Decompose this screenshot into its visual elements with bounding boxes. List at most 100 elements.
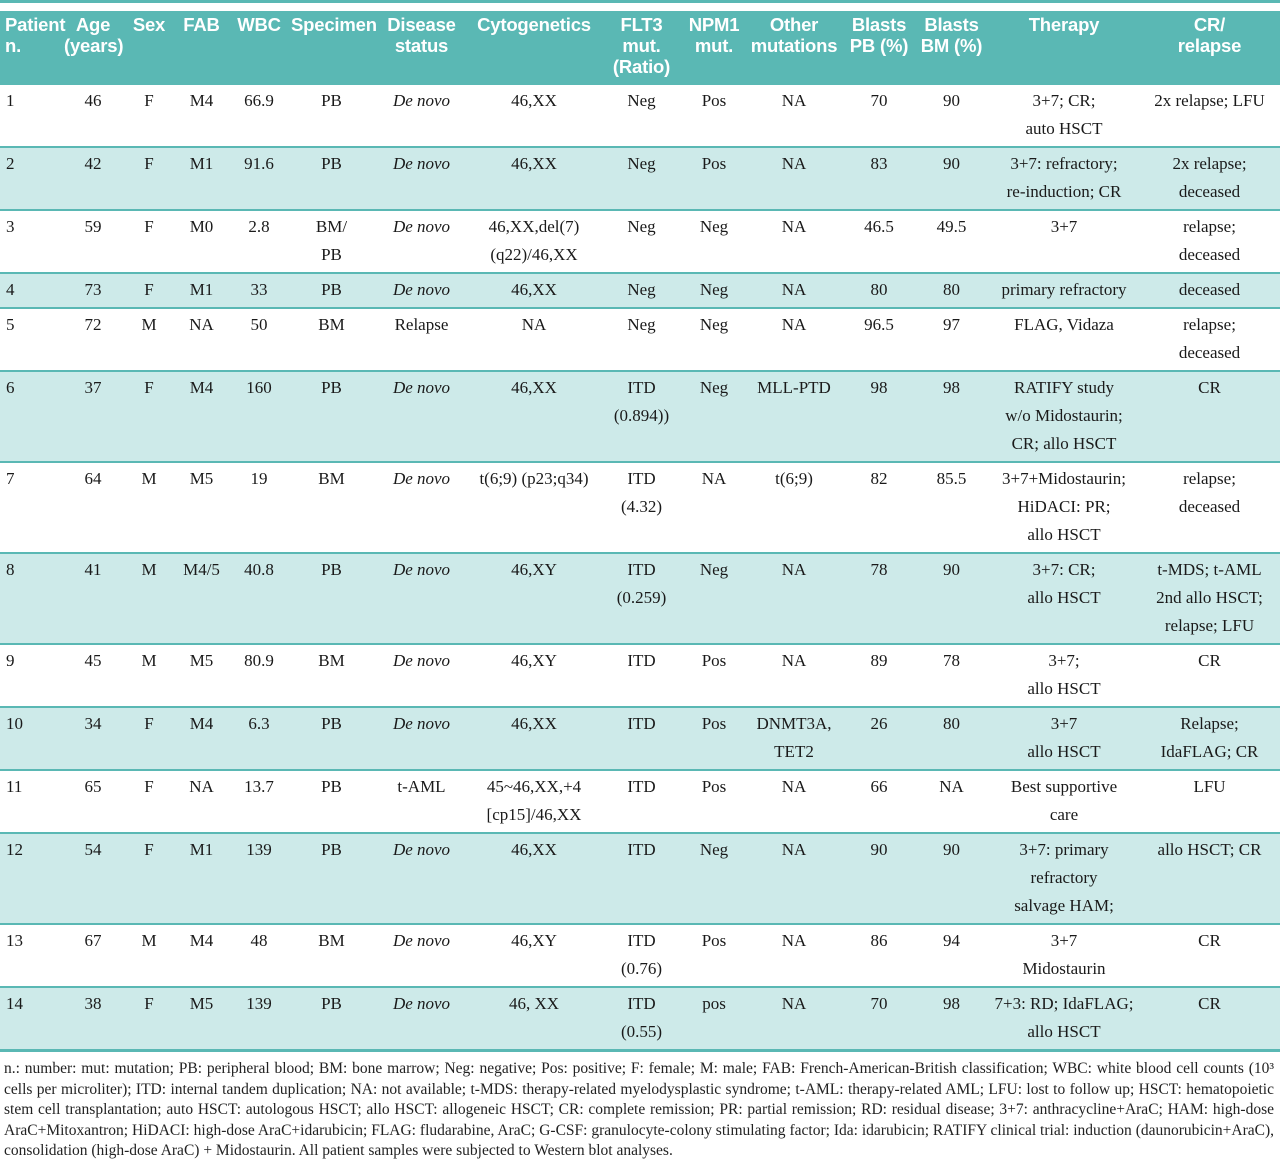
table-cell: 13.7: [244, 777, 274, 796]
table-cell: 90: [870, 840, 888, 859]
table-cell: 26: [870, 714, 888, 733]
table-cell: ITD (4.32): [620, 469, 663, 516]
table-cell: De novo: [392, 994, 451, 1013]
table-cell: M5: [189, 469, 214, 488]
table-cell: Neg: [627, 91, 656, 110]
table-cell: 160: [246, 378, 272, 397]
table-cell: 13: [6, 931, 23, 950]
table-cell: Best supportive care: [1010, 777, 1118, 824]
table-cell: relapse; deceased: [1178, 469, 1241, 516]
table-cell: 67: [84, 931, 102, 950]
table-cell: 70: [870, 994, 888, 1013]
table-cell: ITD (0.76): [620, 931, 663, 978]
table-row: 7 64 M M5 19 BM De novo t(6;9) (p23;q34) ITD (4.…: [0, 462, 1280, 553]
table-cell: 3+7: CR; allo HSCT: [1027, 560, 1101, 607]
table-cell: 139: [246, 994, 272, 1013]
table-cell: NA: [189, 777, 214, 796]
table-cell: 45~46,XX,+4 [cp15]/46,XX: [486, 777, 582, 824]
table-cell: t(6;9): [775, 469, 813, 488]
table-cell: NA: [781, 560, 807, 579]
table-cell: 80: [870, 280, 888, 299]
column-header: FLT3 mut. (Ratio): [599, 11, 684, 84]
table-cell: CR: [1198, 378, 1221, 397]
column-header: FAB: [174, 11, 229, 84]
table-cell: 46,XX: [511, 280, 557, 299]
table-cell: 54: [84, 840, 102, 859]
table-cell: De novo: [392, 651, 451, 670]
table-cell: Neg: [627, 280, 656, 299]
table-cell: ITD (0.259): [616, 560, 667, 607]
table-cell: Pos: [701, 931, 727, 950]
table-cell: 4: [6, 280, 15, 299]
table-cell: ITD (0.894)): [613, 378, 670, 425]
table-cell: 10: [6, 714, 23, 733]
table-cell: PB: [321, 560, 342, 579]
table-cell: NA: [781, 994, 807, 1013]
table-cell: F: [144, 840, 154, 859]
table-row: 11 65 F NA 13.7 PB t-AML 45~46,XX,+4 [cp15]/46,…: [0, 770, 1280, 833]
table-cell: 42: [84, 154, 102, 173]
table-cell: ITD: [627, 714, 656, 733]
table-cell: De novo: [392, 560, 451, 579]
table-cell: NA: [781, 840, 807, 859]
table-cell: M: [141, 469, 157, 488]
table-cell: 37: [84, 378, 102, 397]
table-cell: 94: [943, 931, 960, 950]
table-cell: Relapse: [394, 315, 449, 334]
table-cell: M4: [189, 378, 214, 397]
table-cell: De novo: [392, 931, 451, 950]
table-cell: t-MDS; t-AML 2nd allo HSCT; relapse; LFU: [1156, 560, 1263, 635]
table-cell: M1: [189, 154, 214, 173]
table-cell: 6.3: [248, 714, 270, 733]
table-row: 2 42 F M1 91.6 PB De novo 46,XX Neg Pos NA 83 90 3+7:…: [0, 147, 1280, 210]
table-cell: De novo: [392, 217, 451, 236]
table-cell: Pos: [701, 714, 727, 733]
table-cell: BM: [318, 931, 345, 950]
table-cell: NA: [701, 469, 727, 488]
table-cell: PB: [321, 280, 342, 299]
table-cell: NA: [189, 315, 214, 334]
table-cell: Neg: [627, 217, 656, 236]
table-cell: De novo: [392, 378, 451, 397]
table-cell: NA: [781, 280, 807, 299]
table-cell: 46, XX: [508, 994, 560, 1013]
table-cell: 40.8: [244, 560, 274, 579]
table-cell: ITD: [627, 777, 656, 796]
table-cell: 46,XX,del(7) (q22)/46,XX: [488, 217, 580, 264]
table-cell: 46,XY: [511, 651, 557, 670]
table-cell: F: [144, 217, 154, 236]
table-cell: CR: [1198, 931, 1221, 950]
table-cell: 46,XX: [511, 154, 557, 173]
table-cell: M: [141, 931, 157, 950]
table-cell: 7+3: RD; IdaFLAG; allo HSCT: [994, 994, 1134, 1041]
table-cell: 38: [84, 994, 102, 1013]
table-cell: ITD: [627, 840, 656, 859]
column-header: Sex: [124, 11, 174, 84]
table-cell: Relapse; IdaFLAG; CR: [1160, 714, 1259, 761]
table-cell: 89: [870, 651, 888, 670]
table-cell: 33: [250, 280, 268, 299]
table-cell: Neg: [699, 560, 729, 579]
column-header: Cytogenetics: [469, 11, 599, 84]
table-cell: 2x relapse; deceased: [1172, 154, 1247, 201]
table-cell: Neg: [627, 154, 656, 173]
table-cell: De novo: [392, 280, 451, 299]
table-row: 4 73 F M1 33 PB De novo 46,XX Neg Neg NA 80 80 primar…: [0, 273, 1280, 308]
table-cell: 78: [943, 651, 960, 670]
table-cell: F: [144, 378, 154, 397]
table-cell: 11: [6, 777, 23, 796]
table-cell: 46,XY: [511, 560, 557, 579]
table-cell: t(6;9) (p23;q34): [479, 469, 589, 488]
table-cell: BM: [318, 651, 345, 670]
table-cell: 46,XX: [511, 840, 557, 859]
table-cell: M: [141, 315, 157, 334]
table-cell: ITD (0.55): [620, 994, 663, 1041]
table-cell: 98: [943, 994, 960, 1013]
table-cell: NA: [781, 777, 807, 796]
table-cell: M4: [189, 714, 214, 733]
table-cell: Neg: [699, 280, 729, 299]
table-cell: De novo: [392, 469, 451, 488]
table-cell: DNMT3A, TET2: [756, 714, 832, 761]
table-cell: De novo: [392, 154, 451, 173]
